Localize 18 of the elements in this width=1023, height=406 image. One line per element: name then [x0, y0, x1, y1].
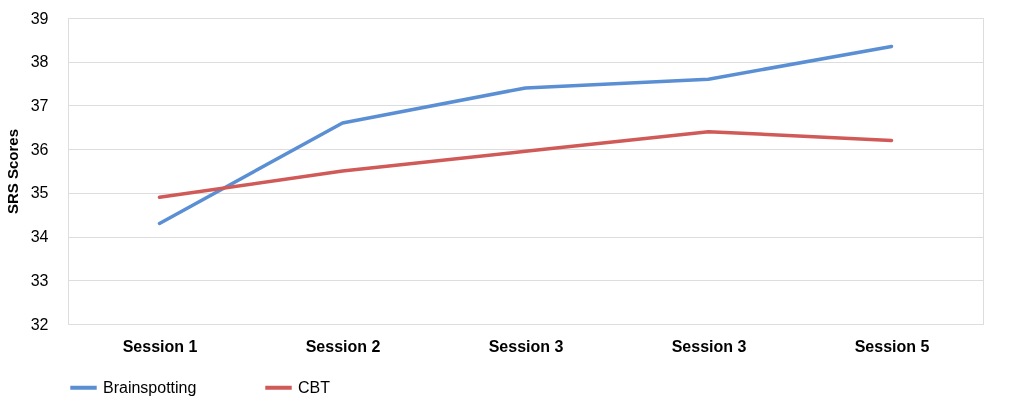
line-series: [157, 129, 894, 199]
legend-label: CBT: [298, 378, 331, 396]
y-tick-label: 33: [30, 271, 49, 289]
x-tick-label: Session 1: [122, 337, 198, 355]
legend-label: Brainspotting: [103, 378, 197, 396]
x-tick-label: Session 3: [488, 337, 564, 355]
y-tick-label: 38: [30, 53, 49, 71]
y-tick-label: 37: [30, 96, 49, 114]
y-axis-title: SRS Scores: [3, 128, 21, 215]
y-tick-label: 34: [30, 228, 49, 246]
line-series: [157, 44, 894, 226]
y-tick-label: 32: [30, 315, 49, 333]
x-tick-label: Session 3: [671, 337, 747, 355]
x-tick-label: Session 2: [305, 337, 381, 355]
y-tick-label: 36: [30, 140, 49, 158]
x-tick-label: Session 5: [854, 337, 930, 355]
y-tick-label: 39: [30, 9, 49, 27]
y-tick-label: 35: [30, 184, 49, 202]
